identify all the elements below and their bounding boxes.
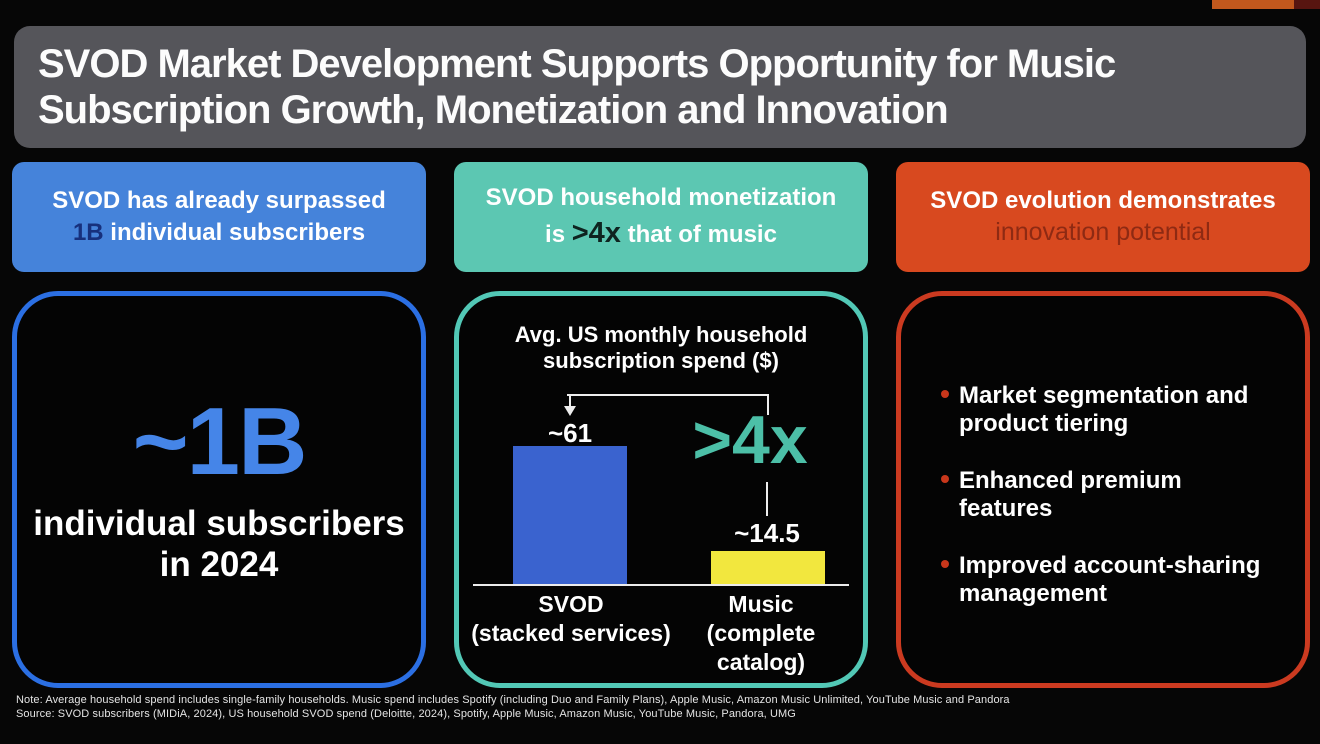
bullet-2-line1: Improved account-sharing <box>959 552 1261 580</box>
bullet-0-line1: Market segmentation and <box>959 382 1249 409</box>
bracket-right-drop <box>767 394 769 415</box>
card-monetization-line1: SVOD household monetization <box>485 184 837 212</box>
panel-innovation: Market segmentation and product tiering … <box>896 291 1310 688</box>
list-item: Market segmentation and product tiering <box>941 382 1285 437</box>
bracket-left-drop <box>569 394 571 406</box>
bullet-0-line2: product tiering <box>959 409 1129 437</box>
bullet-list: Market segmentation and product tiering … <box>941 382 1285 638</box>
bullet-1-line2: features <box>959 494 1053 522</box>
bar-music <box>711 551 825 584</box>
bullet-text: Improved account-sharing management <box>959 552 1260 607</box>
slide-title: SVOD Market Development Supports Opportu… <box>38 41 1116 133</box>
value-label-svod: ~61 <box>547 418 593 448</box>
header-cards-row: SVOD has already surpassed 1B individual… <box>12 162 1310 272</box>
stat-caption-line2: in 2024 <box>159 544 279 584</box>
panel-chart: Avg. US monthly household subscription s… <box>454 291 868 688</box>
x-label-svod-line2: (stacked services) <box>471 619 671 646</box>
header-card-monetization: SVOD household monetization is >4x that … <box>454 162 868 272</box>
subscribers-stat: ~1B individual subscribers in 2024 <box>17 296 421 683</box>
x-label-svod-line1: SVOD <box>538 591 604 617</box>
video-artifact-strip <box>1212 0 1294 9</box>
x-label-svod: SVOD (stacked services) <box>461 590 681 648</box>
card-evolution-line1: SVOD evolution demonstrates <box>930 186 1276 214</box>
bullet-2-line2: management <box>959 579 1108 607</box>
header-card-subscribers: SVOD has already surpassed 1B individual… <box>12 162 426 272</box>
slide-title-line2: Subscription Growth, Monetization and In… <box>38 88 949 132</box>
chart-title-line1: Avg. US monthly household <box>514 322 808 347</box>
list-item: Improved account-sharing management <box>941 552 1285 607</box>
chart-title: Avg. US monthly household subscription s… <box>459 322 863 375</box>
multiplier-annotation: >4x <box>692 402 808 478</box>
bullet-1-line1: Enhanced premium <box>959 467 1182 495</box>
panels-row: ~1B individual subscribers in 2024 Avg. … <box>12 291 1310 688</box>
connector-line <box>766 482 768 516</box>
x-label-music: Music (complete catalog) <box>661 590 861 676</box>
card-monetization-highlight: >4x <box>571 216 621 249</box>
value-label-music: ~14.5 <box>734 518 800 548</box>
panel-subscribers: ~1B individual subscribers in 2024 <box>12 291 426 688</box>
card-monetization-line2-post: that of music <box>620 220 777 248</box>
card-monetization-line2: is >4x that of music <box>545 214 777 252</box>
card-subscribers-line2-rest: individual subscribers <box>103 219 366 246</box>
down-arrow-icon <box>564 406 576 416</box>
list-item: Enhanced premium features <box>941 467 1285 522</box>
bar-svod <box>513 446 627 584</box>
title-bar: SVOD Market Development Supports Opportu… <box>14 26 1306 148</box>
chart-title-line2: subscription spend ($) <box>543 348 779 374</box>
x-label-music-line1: Music <box>728 591 794 617</box>
card-subscribers-highlight: 1B <box>72 219 104 246</box>
x-axis-line <box>473 584 849 586</box>
bar-chart: ~61 >4x ~14.5 SVOD (stacked services) Mu… <box>459 378 863 678</box>
bullet-icon <box>941 560 949 569</box>
footer-source: Source: SVOD subscribers (MIDiA, 2024), … <box>16 708 796 721</box>
card-evolution-line2: innovation potential <box>995 218 1211 247</box>
bullet-text: Enhanced premium features <box>959 467 1182 522</box>
big-number: ~1B <box>132 388 308 496</box>
stat-caption: individual subscribers in 2024 <box>33 504 405 585</box>
bracket-line <box>567 394 769 396</box>
video-artifact-strip-dark <box>1294 0 1320 9</box>
card-subscribers-line1: SVOD has already surpassed <box>52 187 386 215</box>
card-subscribers-line2: 1B individual subscribers <box>73 217 365 249</box>
slide-title-line1: SVOD Market Development Supports Opportu… <box>38 42 1116 86</box>
header-card-evolution: SVOD evolution demonstrates innovation p… <box>896 162 1310 272</box>
bullet-icon <box>941 475 949 484</box>
bullet-icon <box>941 390 949 398</box>
footer: Note: Average household spend includes s… <box>16 693 1010 721</box>
footer-note: Note: Average household spend includes s… <box>16 694 1010 706</box>
card-monetization-line2-pre: is <box>545 220 572 248</box>
bullet-text: Market segmentation and product tiering <box>959 382 1248 437</box>
x-label-music-line2: (complete catalog) <box>706 619 816 675</box>
stat-caption-line1: individual subscribers <box>33 504 405 544</box>
